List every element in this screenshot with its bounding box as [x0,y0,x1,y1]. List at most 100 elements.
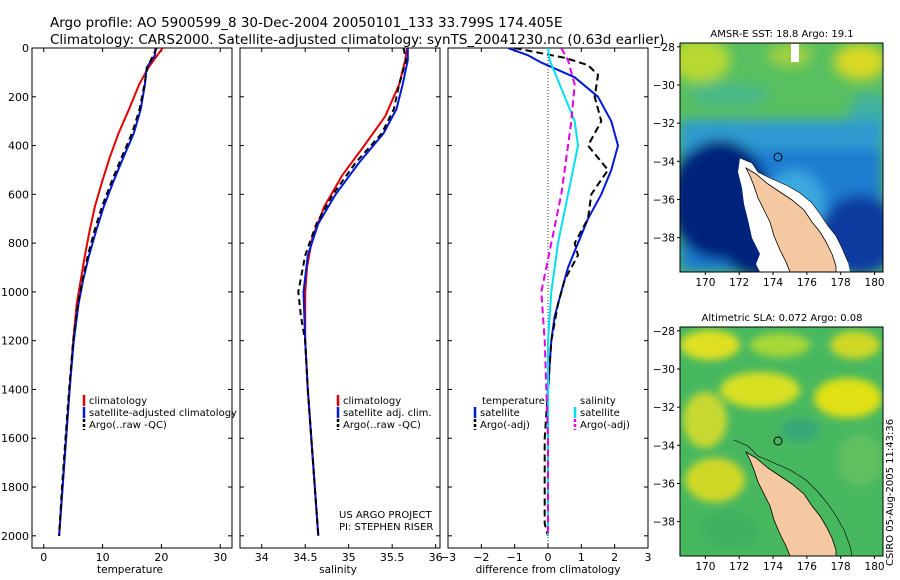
sst-map-panel: AMSR-E SST: 18.8 Argo: 19.1 [653,29,885,289]
salinity-satellite-line [547,48,579,536]
y-tick-label: 200 [8,91,29,104]
temperature-argo-adj--line [514,48,609,537]
salinity-legend: climatology satellite adj. clim. Argo(..… [336,395,432,431]
y-tick-label: 1400 [1,383,29,396]
temperature-axes-box [31,47,233,549]
map-y-tick-label: −34 [653,440,675,452]
difference-y-ticks [448,47,648,537]
map-y-tick-label: −28 [653,42,675,54]
argo-raw-qc--line [58,48,158,536]
salinity-legend-argo: Argo(..raw -QC) [343,420,421,431]
map-x-tick-label: 180 [865,561,885,573]
map-x-tick-label: 170 [695,277,715,289]
temperature-legend-climatology: climatology [89,396,147,407]
map-x-tick-label: 176 [797,561,817,573]
sla-contour [733,439,853,556]
difference-legend-temp-argo: Argo(-adj) [480,420,530,431]
sst-axes-box [679,42,884,273]
temperature-xlabel: temperature [97,564,163,576]
sla-map-title: Altimetric SLA: 0.072 Argo: 0.08 [702,313,863,324]
y-tick-label: 1800 [1,481,29,494]
y-tick-label: 0 [22,42,29,55]
y-tick-label: 1600 [1,432,29,445]
pi-annotation: PI: STEPHEN RISER [339,522,433,533]
salinity-panel: 34 34.5 35 35.5 36 salinity climatology sate… [239,47,443,576]
map-y-tick-label: −28 [653,326,675,338]
map-x-tick-label: 178 [831,277,851,289]
x-tick-label: 0 [545,551,552,564]
x-tick-label: 20 [154,551,168,564]
map-y-tick-label: −32 [653,402,675,414]
header-line-1: Argo profile: AO 5900599_8 30-Dec-2004 2… [50,15,563,31]
difference-panel: −3 −2 −1 0 1 2 3 difference from climatology t… [440,47,652,576]
difference-x-ticks: −3 −2 −1 0 1 2 3 [440,48,652,564]
map-x-tick-label: 172 [729,561,749,573]
x-tick-label: 3 [645,551,652,564]
map-y-tick-label: −30 [653,80,675,92]
sla-y-ticks: −28 −30 −32 −34 −36 −38 [653,326,680,529]
project-annotation: US ARGO PROJECT [339,510,433,521]
map-y-tick-label: −36 [653,478,675,490]
difference-legend-sal-argo: Argo(-adj) [580,420,630,431]
map-x-tick-label: 174 [763,561,783,573]
salinity-argo-adj--line [540,48,576,536]
map-y-tick-label: −38 [653,233,675,245]
sst-contour [739,157,849,263]
sst-y-ticks: −28 −30 −32 −34 −36 −38 [653,42,680,245]
x-tick-label: 34 [255,551,269,564]
sla-argo-marker [773,436,783,446]
temperature-panel: 0 200 400 600 800 1000 1200 1400 1600 1800 2000 0 1… [1,42,237,576]
difference-legend-temperature: temperature satellite Argo(-adj) [473,396,545,431]
salinity-xlabel: salinity [319,564,357,576]
x-tick-label: 36 [429,551,443,564]
sla-axes-box [679,326,884,557]
x-tick-label: 2 [611,551,618,564]
sst-argo-marker [773,152,783,162]
x-tick-label: 1 [578,551,585,564]
sla-map-image [680,327,883,556]
sla-field [680,330,882,550]
map-y-tick-label: −30 [653,364,675,376]
y-tick-label: 800 [8,237,29,250]
y-tick-label: 1000 [1,286,29,299]
y-tick-label: 2000 [1,530,29,543]
y-tick-label: 1200 [1,335,29,348]
salinity-legend-climatology: climatology [343,396,401,407]
salinity-series [297,48,409,536]
x-tick-label: 0 [40,551,47,564]
x-tick-label: 34.5 [293,551,318,564]
x-tick-label: 30 [213,551,227,564]
sla-land [745,450,837,556]
sst-x-ticks: 170 172 174 176 178 180 [695,272,885,289]
map-x-tick-label: 176 [797,277,817,289]
difference-legend-sal-satellite: satellite [580,408,620,419]
map-y-tick-label: −34 [653,156,675,168]
salinity-y-ticks [240,47,440,537]
temperature-legend: climatology satellite-adjusted climatolo… [82,395,237,431]
timestamp-side-label: CSIRO 05-Aug-2005 11:43:36 [885,419,896,566]
sst-map-image [680,43,883,272]
map-y-tick-label: −38 [653,517,675,529]
difference-legend-temp-satellite: satellite [480,408,520,419]
difference-legend-salinity-title: salinity [580,396,616,407]
x-tick-label: −1 [507,551,523,564]
argo-raw-qc--line [297,48,408,536]
temperature-series [58,48,164,536]
map-x-tick-label: 170 [695,561,715,573]
x-tick-label: 35.5 [380,551,405,564]
salinity-legend-satellite: satellite adj. clim. [343,408,432,419]
y-tick-label: 400 [8,140,29,153]
sst-missing-data [791,44,799,62]
salinity-x-ticks: 34 34.5 35 35.5 36 [255,48,443,564]
map-x-tick-label: 172 [729,277,749,289]
map-y-tick-label: −32 [653,118,675,130]
x-tick-label: 35 [342,551,356,564]
temperature-y-ticks: 0 200 400 600 800 1000 1200 1400 1600 1800 2000 [1,42,232,543]
sla-map-panel: Altimetric SLA: 0.072 Argo: 0.08 −28−30−… [653,313,885,573]
difference-xlabel: difference from climatology [476,564,621,576]
x-tick-label: −2 [473,551,489,564]
difference-legend-salinity: salinity satellite Argo(-adj) [573,396,630,431]
sla-x-ticks: 170 172 174 176 178 180 [695,556,885,573]
map-x-tick-label: 180 [865,277,885,289]
